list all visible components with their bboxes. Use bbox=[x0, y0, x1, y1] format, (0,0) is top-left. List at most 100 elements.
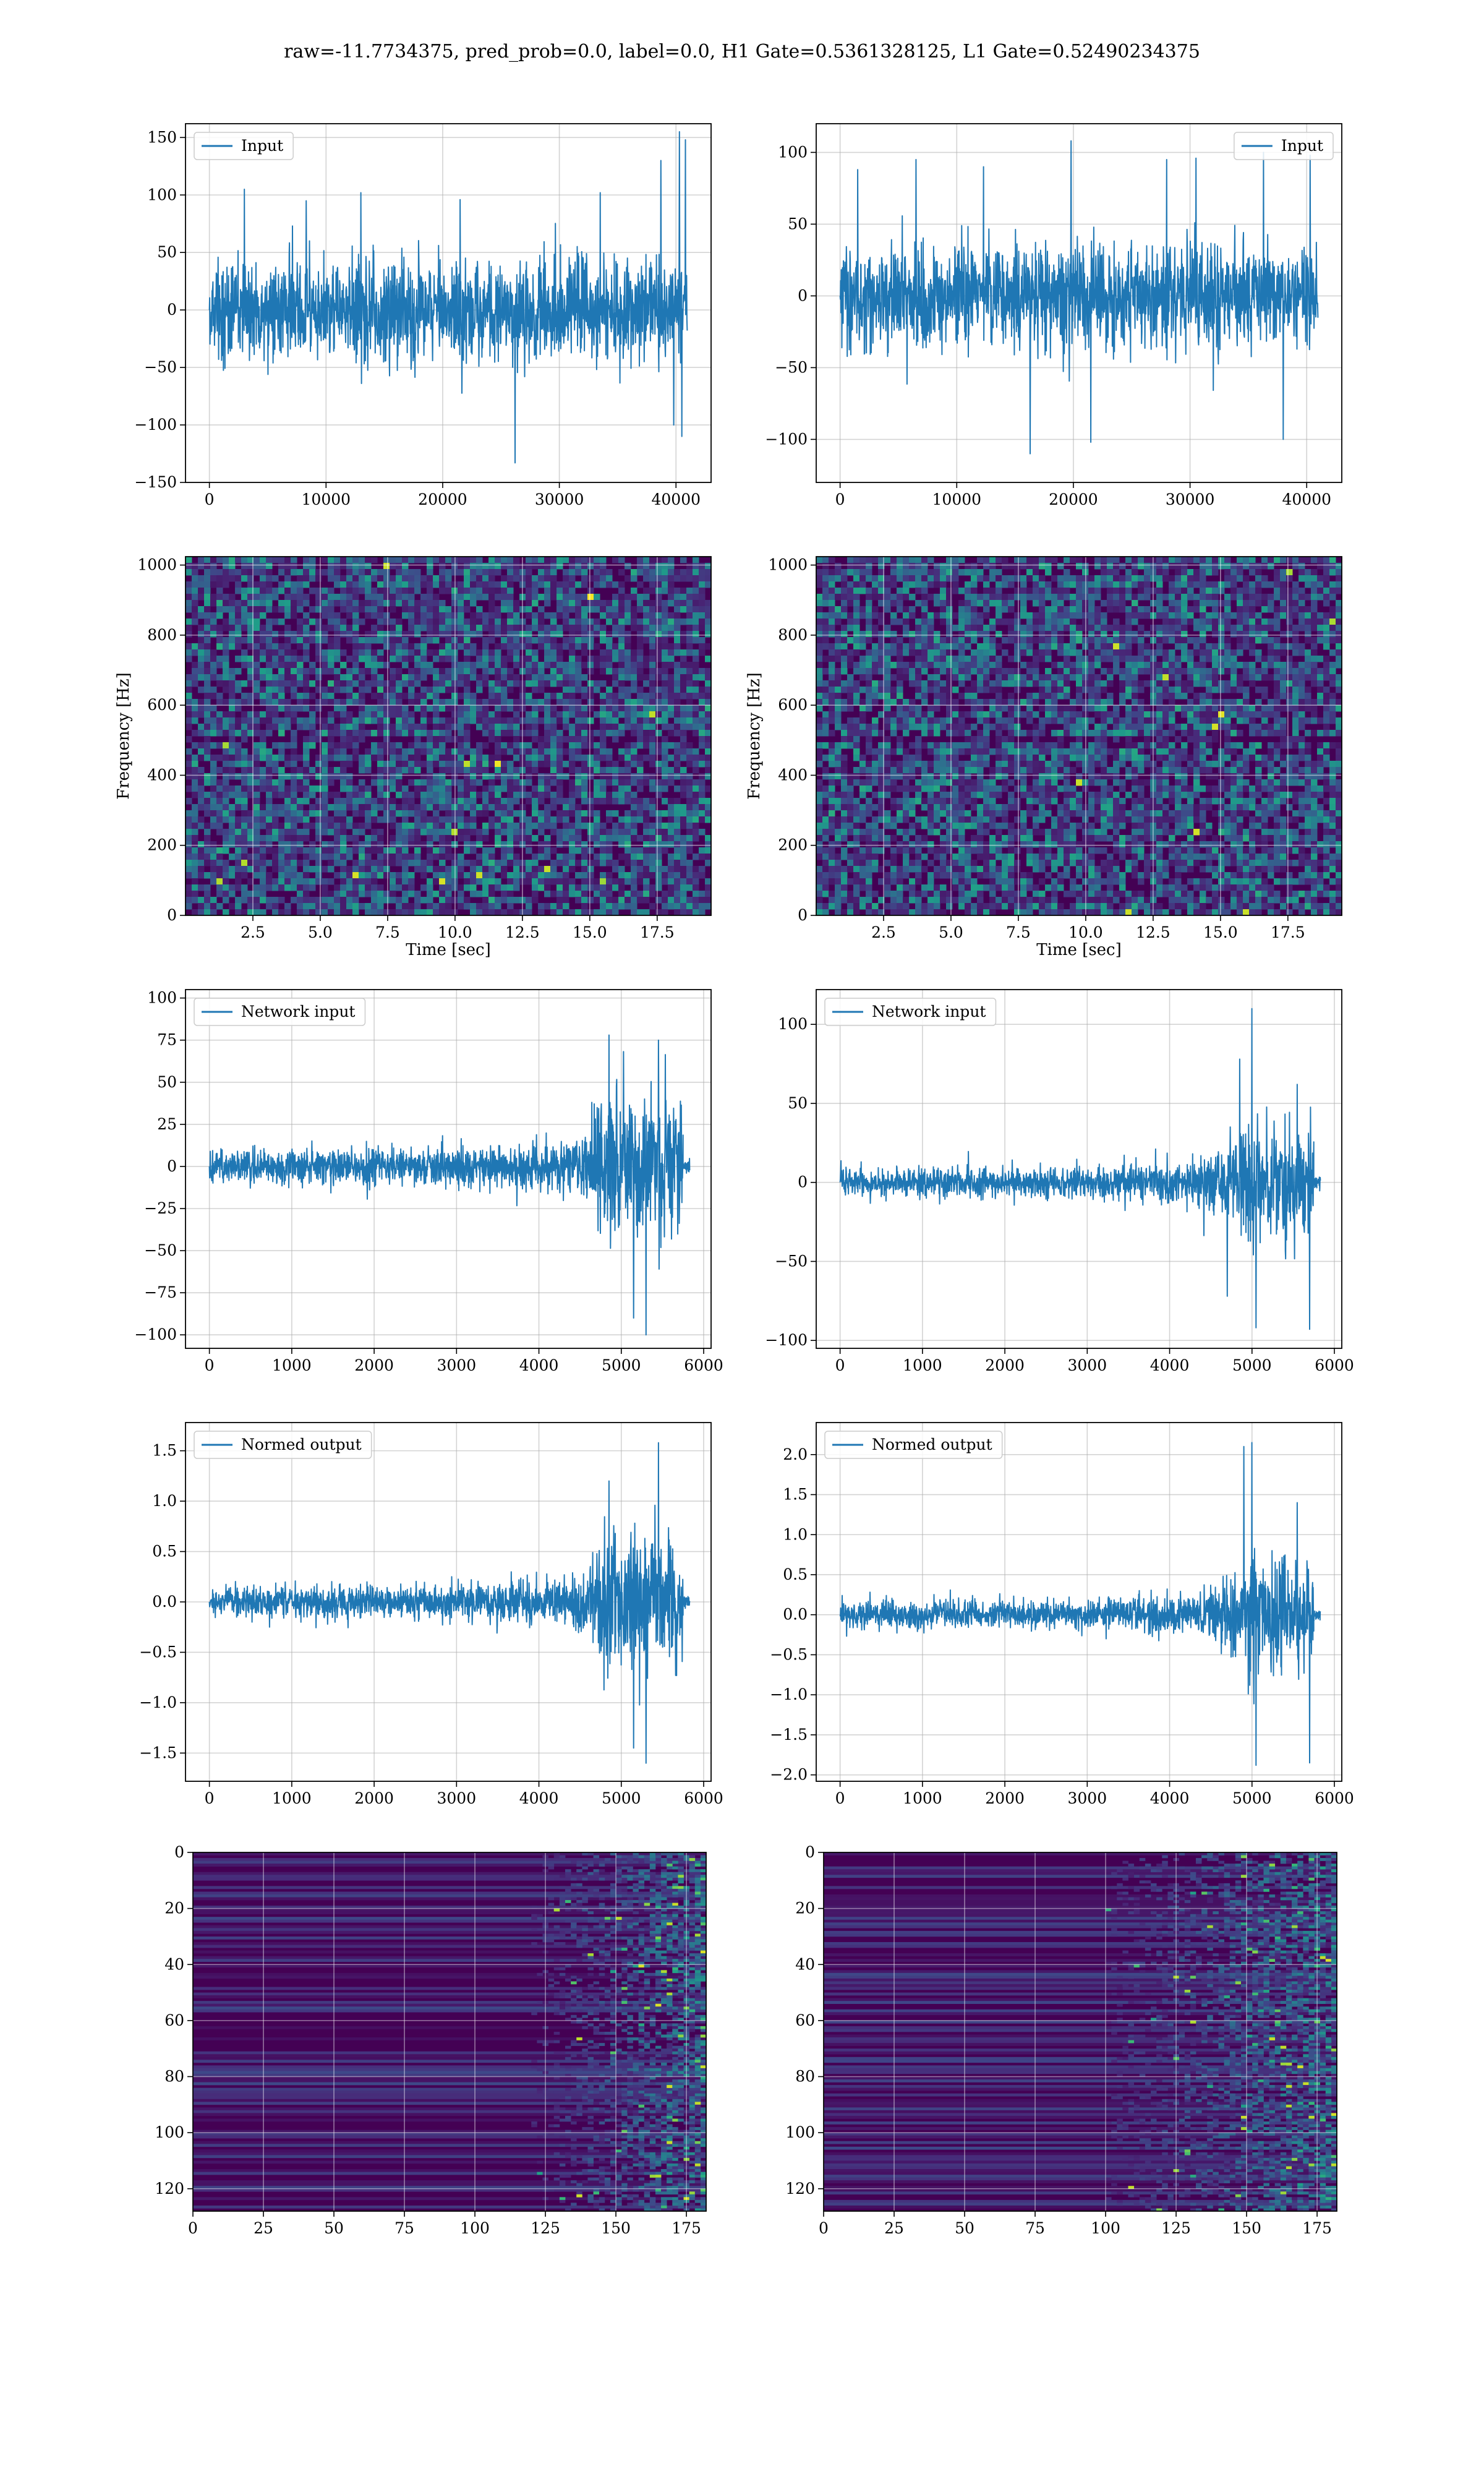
heatmap-cell bbox=[482, 730, 489, 737]
heatmap-cell bbox=[223, 872, 229, 879]
heatmap-cell bbox=[1329, 581, 1336, 588]
heatmap-cell bbox=[532, 662, 539, 669]
heatmap-cell bbox=[668, 823, 675, 829]
heatmap-cell bbox=[476, 804, 483, 811]
heatmap-cell bbox=[458, 693, 464, 700]
x-tick-label: 10.0 bbox=[438, 923, 472, 941]
heatmap-cell bbox=[315, 785, 322, 792]
heatmap-cell bbox=[544, 588, 551, 594]
heatmap-cell bbox=[1051, 612, 1058, 619]
heatmap-cell bbox=[612, 581, 619, 588]
heatmap-cell bbox=[254, 742, 260, 749]
heatmap-cell bbox=[946, 575, 953, 582]
heatmap-cell bbox=[495, 643, 501, 650]
heatmap-cell bbox=[625, 656, 631, 662]
heatmap-cell bbox=[433, 674, 440, 681]
heatmap-cell bbox=[439, 618, 446, 625]
heatmap-cell bbox=[513, 680, 520, 687]
heatmap-cell bbox=[284, 717, 291, 724]
heatmap-cell bbox=[655, 656, 662, 662]
heatmap-cell bbox=[352, 810, 359, 817]
heatmap-cell bbox=[297, 878, 304, 885]
heatmap-cell bbox=[334, 569, 341, 576]
heatmap-cell bbox=[655, 854, 662, 860]
heatmap-cell bbox=[352, 755, 359, 761]
heatmap-cell bbox=[414, 656, 421, 662]
heatmap-cell bbox=[315, 699, 322, 706]
heatmap-cell bbox=[482, 563, 489, 570]
heatmap-cell bbox=[526, 612, 532, 619]
heatmap-cell bbox=[414, 847, 421, 854]
y-axis-label: Frequency [Hz] bbox=[114, 672, 133, 800]
heatmap-cell bbox=[278, 656, 285, 662]
heatmap-cell bbox=[594, 835, 600, 842]
heatmap-cell bbox=[866, 631, 872, 638]
heatmap-cell bbox=[359, 755, 365, 761]
heatmap-cell bbox=[538, 687, 545, 693]
heatmap-cell bbox=[507, 606, 514, 613]
heatmap-cell bbox=[266, 656, 273, 662]
heatmap-cell bbox=[284, 705, 291, 712]
heatmap-cell bbox=[235, 798, 242, 805]
heatmap-cell bbox=[309, 841, 316, 848]
heatmap-cell bbox=[544, 563, 551, 570]
heatmap-cell bbox=[433, 810, 440, 817]
heatmap-cell bbox=[365, 878, 372, 885]
heatmap-cell bbox=[637, 618, 644, 625]
heatmap-cell bbox=[575, 897, 582, 904]
heatmap-cell bbox=[958, 557, 965, 563]
heatmap-cell bbox=[216, 884, 223, 891]
heatmap-cell bbox=[544, 872, 551, 879]
heatmap-cell bbox=[1033, 557, 1039, 563]
heatmap-cell bbox=[526, 742, 532, 749]
heatmap-cell bbox=[513, 810, 520, 817]
heatmap-cell bbox=[581, 792, 588, 798]
heatmap-cell bbox=[223, 649, 229, 656]
heatmap-cell bbox=[1323, 563, 1330, 570]
heatmap-cell bbox=[1206, 625, 1213, 631]
heatmap-cell bbox=[513, 884, 520, 891]
heatmap-cell bbox=[402, 884, 409, 891]
heatmap-cell bbox=[297, 847, 304, 854]
heatmap-cell bbox=[643, 699, 650, 706]
heatmap-cell bbox=[241, 575, 248, 582]
heatmap-cell bbox=[847, 557, 854, 563]
heatmap-cell bbox=[315, 773, 322, 780]
heatmap-cell bbox=[618, 625, 625, 631]
heatmap-cell bbox=[1274, 618, 1281, 625]
heatmap-cell bbox=[272, 618, 279, 625]
heatmap-cell bbox=[445, 884, 452, 891]
heatmap-cell bbox=[284, 557, 291, 563]
heatmap-cell bbox=[618, 693, 625, 700]
heatmap-cell bbox=[476, 711, 483, 718]
heatmap-cell bbox=[625, 897, 631, 904]
heatmap-cell bbox=[210, 773, 217, 780]
heatmap-cell bbox=[445, 816, 452, 823]
heatmap-cell bbox=[229, 674, 236, 681]
heatmap-cell bbox=[1193, 618, 1200, 625]
heatmap-cell bbox=[705, 767, 712, 774]
heatmap-cell bbox=[235, 773, 242, 780]
heatmap-cell bbox=[649, 563, 656, 570]
heatmap-cell bbox=[359, 823, 365, 829]
heatmap-cell bbox=[371, 674, 378, 681]
heatmap-cell bbox=[408, 829, 415, 836]
heatmap-cell bbox=[600, 823, 607, 829]
heatmap-cell bbox=[433, 612, 440, 619]
heatmap-cell bbox=[526, 866, 532, 873]
heatmap-cell bbox=[1138, 588, 1145, 594]
heatmap-cell bbox=[420, 724, 427, 730]
heatmap-cell bbox=[365, 668, 372, 675]
heatmap-cell bbox=[550, 736, 557, 743]
heatmap-cell bbox=[544, 841, 551, 848]
heatmap-cell bbox=[1045, 588, 1052, 594]
heatmap-cell bbox=[507, 643, 514, 650]
heatmap-cell bbox=[841, 612, 848, 619]
heatmap-cell bbox=[408, 872, 415, 879]
heatmap-cell bbox=[575, 841, 582, 848]
heatmap-cell bbox=[186, 588, 192, 594]
heatmap-cell bbox=[612, 631, 619, 638]
heatmap-cell bbox=[655, 835, 662, 842]
heatmap-cell bbox=[550, 742, 557, 749]
heatmap-cell bbox=[464, 674, 471, 681]
